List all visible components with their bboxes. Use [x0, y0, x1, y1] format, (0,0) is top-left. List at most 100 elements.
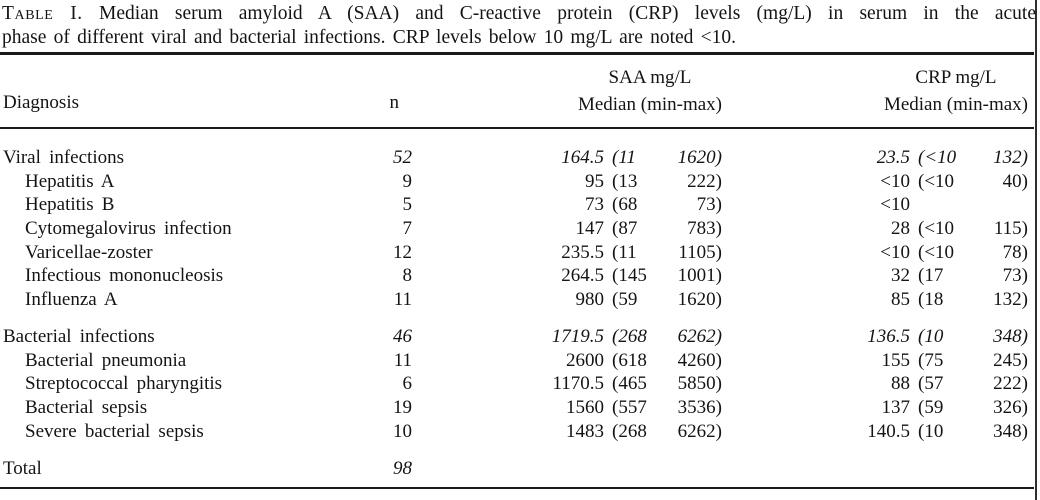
crp-range-cell: (<10 40)	[918, 170, 1028, 192]
diagnosis-cell: Severe bacterial sepsis	[25, 420, 204, 442]
crp-median-cell: 88	[891, 373, 910, 395]
n-cell: 11	[393, 289, 412, 311]
crp-median-cell: <10	[880, 194, 910, 216]
table-row-total: Total 98	[0, 457, 1028, 481]
saa-range-cell	[604, 457, 722, 481]
saa-range-cell: (618 4260)	[612, 349, 722, 371]
rule-top	[0, 52, 1034, 55]
scan-edge-line	[1035, 0, 1037, 500]
diagnosis-cell: Bacterial infections	[3, 325, 155, 347]
crp-header-units: CRP mg/L	[915, 67, 997, 88]
table-row-bacterial-sepsis: Bacterial sepsis 19 1560 (557 3536) 137 (…	[0, 396, 1028, 420]
caption-label: Table I.	[2, 3, 83, 24]
saa-median-cell: 264.5	[561, 265, 604, 287]
crp-range-cell: (57 222)	[918, 373, 1028, 395]
table-row-cytomegalovirus: Cytomegalovirus infection 7 147 (87 783) …	[0, 217, 1028, 241]
crp-range-cell: (<10 78)	[918, 241, 1028, 263]
crp-range-cell: (<10 132)	[918, 147, 1028, 168]
crp-median-cell: 136.5	[867, 325, 910, 347]
saa-median-cell: 235.5	[561, 241, 604, 263]
saa-range-cell: (13 222)	[612, 170, 722, 192]
crp-header-median: Median (min-max)	[883, 94, 1028, 115]
table-row-viral-infections: Viral infections 52 164.5 (11 1620) 23.5 …	[0, 146, 1028, 170]
crp-range-cell: (18 132)	[918, 289, 1028, 311]
saa-median-cell: 164.5	[561, 147, 604, 168]
table-row-infectious-mononucleosis: Infectious mononucleosis 8 264.5 (145 100…	[0, 264, 1028, 288]
crp-range-cell: (<10 115)	[918, 218, 1028, 240]
saa-range-cell: (268 6262)	[612, 325, 722, 347]
crp-median-cell	[722, 457, 910, 481]
crp-median-cell: 85	[891, 289, 910, 311]
saa-range-cell: (268 6262)	[612, 420, 722, 442]
n-cell: 46	[393, 325, 412, 347]
crp-range-cell: (17 73)	[918, 265, 1028, 287]
table-row-influenza-a: Influenza A 11 980 (59 1620) 85 (18 132)	[0, 288, 1028, 312]
crp-median-cell: 137	[881, 396, 911, 418]
n-cell: 52	[393, 147, 412, 168]
crp-range-cell	[910, 193, 1028, 217]
saa-range-cell: (11 1105)	[612, 241, 722, 263]
crp-median-cell: 28	[891, 218, 910, 240]
table-body: Viral infections 52 164.5 (11 1620) 23.5 …	[0, 146, 1028, 481]
crp-median-cell: <10	[880, 241, 910, 263]
saa-range-cell: (145 1001)	[612, 265, 722, 287]
saa-median-cell	[412, 457, 604, 481]
crp-median-cell: 155	[881, 349, 911, 371]
saa-header-median: Median (min-max)	[577, 94, 722, 115]
caption-line-1: Table I. Median serum amyloid A (SAA) an…	[2, 2, 1036, 26]
diagnosis-cell: Total	[3, 458, 42, 480]
column-header-crp: CRP mg/L Median (min-max)	[722, 64, 1028, 118]
crp-range-cell: (75 245)	[918, 349, 1028, 371]
saa-range-cell: (68 73)	[612, 194, 722, 216]
diagnosis-cell: Influenza A	[25, 289, 118, 311]
caption-text-2: phase of different viral and bacterial i…	[2, 27, 736, 48]
saa-range-cell: (87 783)	[612, 218, 722, 240]
n-cell: 11	[393, 349, 412, 371]
column-header-saa: SAA mg/L Median (min-max)	[412, 64, 722, 118]
n-cell: 8	[402, 265, 413, 287]
n-cell: 19	[393, 396, 412, 418]
table-row-severe-bacterial-sepsis: Severe bacterial sepsis 10 1483 (268 6262…	[0, 420, 1028, 444]
table-row-bacterial-pneumonia: Bacterial pneumonia 11 2600 (618 4260) 15…	[0, 349, 1028, 373]
crp-range-cell	[910, 457, 1028, 481]
saa-median-cell: 1560	[566, 396, 604, 418]
n-cell: 7	[402, 218, 413, 240]
saa-median-cell: 2600	[566, 349, 604, 371]
saa-range-cell: (11 1620)	[612, 147, 722, 168]
table-row-bacterial-infections: Bacterial infections 46 1719.5 (268 6262)…	[0, 325, 1028, 349]
n-cell: 6	[402, 373, 413, 395]
saa-header-units: SAA mg/L	[608, 67, 692, 88]
rule-mid	[0, 127, 1034, 129]
diagnosis-cell: Viral infections	[3, 147, 124, 168]
saa-median-cell: 95	[585, 170, 604, 192]
table-row-hepatitis-b: Hepatitis B 5 73 (68 73) <10	[0, 193, 1028, 217]
saa-median-cell: 980	[575, 289, 605, 311]
n-cell: 12	[393, 241, 412, 263]
n-cell: 10	[393, 420, 412, 442]
diagnosis-cell: Varicellae-zoster	[25, 241, 153, 263]
saa-median-cell: 147	[575, 218, 605, 240]
table-row-streptococcal-pharyngitis: Streptococcal pharyngitis 6 1170.5 (465 5…	[0, 372, 1028, 396]
table-caption: Table I. Median serum amyloid A (SAA) an…	[2, 2, 1036, 50]
diagnosis-cell: Infectious mononucleosis	[25, 265, 224, 287]
crp-median-cell: 32	[891, 265, 910, 287]
saa-median-cell: 1483	[566, 420, 604, 442]
diagnosis-cell: Streptococcal pharyngitis	[25, 373, 223, 395]
column-header-n: n	[389, 92, 400, 113]
crp-median-cell: <10	[880, 170, 910, 192]
crp-median-cell: 140.5	[867, 420, 910, 442]
table-row-varicellae-zoster: Varicellae-zoster 12 235.5 (11 1105) <10 …	[0, 241, 1028, 265]
table-row-hepatitis-a: Hepatitis A 9 95 (13 222) <10 (<10 40)	[0, 170, 1028, 194]
saa-range-cell: (557 3536)	[612, 396, 722, 418]
saa-median-cell: 1719.5	[551, 325, 604, 347]
caption-text-1: Median serum amyloid A (SAA) and C-react…	[99, 3, 1036, 24]
saa-range-cell: (59 1620)	[612, 289, 722, 311]
crp-range-cell: (10 348)	[918, 325, 1028, 347]
caption-line-2: phase of different viral and bacterial i…	[2, 26, 1036, 50]
diagnosis-cell: Hepatitis B	[25, 194, 115, 216]
diagnosis-cell: Bacterial sepsis	[25, 396, 148, 418]
saa-median-cell: 73	[585, 194, 604, 216]
diagnosis-cell: Bacterial pneumonia	[25, 349, 187, 371]
diagnosis-cell: Cytomegalovirus infection	[25, 218, 232, 240]
